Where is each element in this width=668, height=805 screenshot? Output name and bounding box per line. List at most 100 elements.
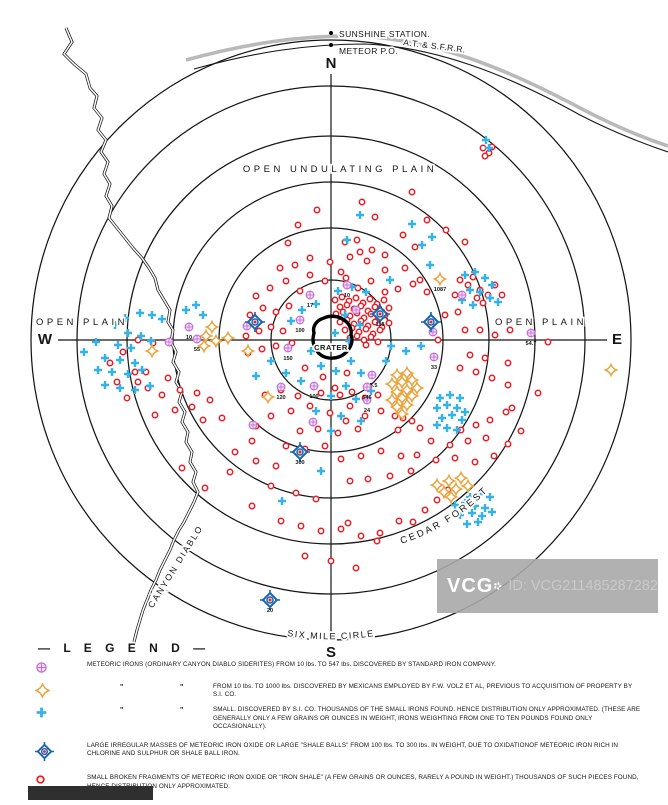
iron-shale-point <box>317 527 325 535</box>
iron-shale-point <box>442 226 450 234</box>
iron-shale-point <box>193 389 201 397</box>
iron-shale-point <box>131 368 139 376</box>
iron-shale-point <box>451 454 459 462</box>
small-iron-point <box>331 329 339 337</box>
small-iron-point <box>386 276 394 284</box>
volz-iron-point <box>389 367 405 383</box>
siderite-point <box>184 322 194 332</box>
iron-shale-point <box>279 327 287 335</box>
small-iron-point <box>327 392 335 400</box>
weight-label: 120 <box>276 395 285 401</box>
volz-iron-icon <box>30 681 56 702</box>
iron-shale-point <box>491 331 499 339</box>
small-iron-point <box>267 357 275 365</box>
small-iron-point <box>476 288 484 296</box>
small-iron-point <box>124 329 132 337</box>
iron-shale-point <box>481 152 489 160</box>
iron-shale-point <box>421 506 429 514</box>
iron-shale-point <box>371 318 379 326</box>
iron-shale-point <box>226 468 234 476</box>
bottom-watermark-bar <box>28 786 153 800</box>
iron-shale-point <box>171 406 179 414</box>
iron-shale-point <box>354 425 362 433</box>
volz-iron-point <box>220 330 236 346</box>
small-iron-point <box>192 301 200 309</box>
iron-shale-point <box>178 464 186 472</box>
small-iron-point <box>101 381 109 389</box>
small-iron-point <box>334 287 342 295</box>
volz-iron-point <box>404 372 420 388</box>
iron-shale-point <box>423 216 431 224</box>
weight-label: 300 <box>295 460 304 466</box>
volz-iron-point <box>394 374 410 390</box>
legend-text: LARGE IRREGULAR MASSES OF METEORIC IRON … <box>87 741 619 758</box>
volz-iron-point <box>198 328 214 344</box>
canyon-diablo-river <box>62 27 200 643</box>
iron-shale-point <box>473 294 481 302</box>
legend-text: FROM 10 lbs. TO 1000 lbs. DISCOVERED BY … <box>213 682 633 699</box>
small-iron-point <box>138 366 146 374</box>
weight-label: 10 <box>344 293 350 299</box>
iron-shale-point <box>358 198 366 206</box>
iron-shale-point <box>248 502 256 510</box>
iron-shale-point <box>385 304 393 312</box>
iron-shale-point <box>357 532 365 540</box>
iron-shale-point <box>266 284 274 292</box>
volz-iron-point <box>399 397 415 413</box>
iron-shale-point <box>413 451 421 459</box>
iron-shale-point <box>481 354 489 362</box>
small-iron-point <box>312 300 320 308</box>
iron-shale-point <box>354 284 362 292</box>
siderite-point <box>309 381 319 391</box>
iron-shale-point <box>357 302 365 310</box>
small-iron-point <box>461 499 469 507</box>
iron-shale-point <box>337 525 345 533</box>
iron-shale-point <box>373 537 381 545</box>
small-iron-point <box>199 311 207 319</box>
iron-shale-point <box>267 323 275 331</box>
iron-shale-point <box>461 238 469 246</box>
small-iron-point <box>101 354 109 362</box>
small-iron-point <box>453 404 461 412</box>
iron-shale-point <box>471 458 479 466</box>
small-iron-point <box>471 268 479 276</box>
iron-shale-point <box>296 287 304 295</box>
volz-iron-point <box>443 489 459 505</box>
weight-label: 35.5 <box>367 383 378 389</box>
volz-iron-point <box>432 271 448 287</box>
small-iron-point <box>312 407 320 415</box>
iron-shale-point <box>123 394 131 402</box>
small-iron-point <box>468 509 476 517</box>
weight-label: 546 <box>362 395 371 401</box>
crater-rim <box>311 314 354 360</box>
iron-shale-point <box>376 529 384 537</box>
iron-shale-point <box>386 472 394 480</box>
iron-shale-point <box>294 392 302 400</box>
watermark: VCG ID: VCG211485287282 <box>437 559 658 613</box>
iron-shale-point <box>199 416 207 424</box>
small-iron-point <box>252 372 260 380</box>
iron-shale-point <box>434 336 442 344</box>
iron-shale-point <box>287 407 295 415</box>
iron-shale-point <box>343 301 351 309</box>
iron-shale-point <box>381 288 389 296</box>
siderite-point <box>351 305 361 315</box>
iron-shale-point <box>314 425 322 433</box>
iron-shale-point <box>301 364 309 372</box>
small-iron-point <box>307 347 315 355</box>
iron-shale-point <box>466 351 474 359</box>
iron-shale-point <box>361 412 369 420</box>
iron-shale-icon <box>30 774 56 789</box>
iron-shale-point <box>504 359 512 367</box>
small-iron-point <box>456 511 464 519</box>
label-six-mile-circle: SIX MILE CIRLE <box>287 628 375 641</box>
label-open-undulating-plain: OPEN UNDULATING PLAIN <box>243 164 437 175</box>
iron-shale-point <box>113 378 121 386</box>
iron-shale-point <box>336 391 344 399</box>
iron-shale-point <box>353 332 361 340</box>
siderite-point <box>283 343 293 353</box>
mile-ring <box>30 39 632 641</box>
iron-shale-point <box>188 403 196 411</box>
iron-shale-point <box>346 477 354 485</box>
iron-shale-point <box>385 319 393 327</box>
